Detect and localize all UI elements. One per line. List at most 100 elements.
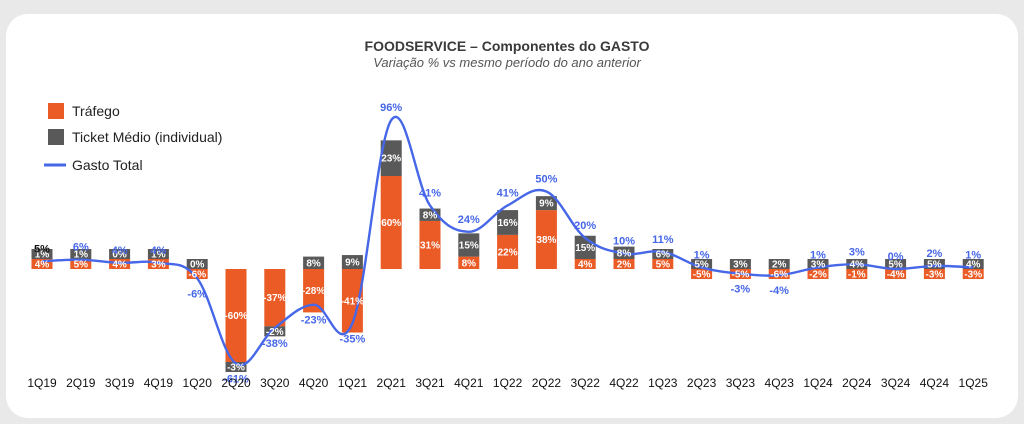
- legend-label-trafego: Tráfego: [72, 103, 120, 119]
- bar-trafego-3Q21: [419, 220, 441, 269]
- gasto-label-3Q22: 20%: [574, 220, 596, 232]
- bar-trafego-1Q25: [962, 269, 984, 279]
- x-tick-1Q23: 1Q23: [648, 376, 678, 390]
- bar-ticket-1Q23: [652, 249, 674, 259]
- bar-ticket-2Q22-label: 9%: [539, 199, 554, 210]
- bar-ticket-1Q19: [31, 249, 53, 259]
- bar-ticket-1Q19-label: 1%: [35, 250, 50, 261]
- x-tick-3Q19: 3Q19: [105, 376, 135, 390]
- gasto-label-2Q22: 50%: [535, 174, 557, 186]
- legend: Tráfego Ticket Médio (individual) Gasto …: [44, 103, 222, 173]
- gasto-label-3Q23: -3%: [731, 284, 751, 296]
- gasto-label-1Q19: 5%: [34, 243, 50, 255]
- bar-ticket-1Q22: [497, 210, 519, 235]
- bar-ticket-2Q24-label: 4%: [850, 260, 865, 271]
- gasto-label-3Q24: 0%: [888, 251, 904, 263]
- bar-trafego-1Q21-label: -41%: [341, 296, 364, 307]
- x-tick-1Q21: 1Q21: [338, 376, 368, 390]
- bar-trafego-1Q20: [186, 269, 208, 279]
- bar-trafego-1Q22: [497, 234, 519, 269]
- gasto-label-2Q20: -61%: [223, 374, 249, 386]
- bar-trafego-2Q19-label: 5%: [74, 260, 89, 271]
- bar-trafego-2Q19: [70, 259, 92, 269]
- x-tick-4Q19: 4Q19: [144, 376, 174, 390]
- bar-ticket-3Q23: [729, 259, 751, 269]
- bar-trafego-4Q20: [303, 269, 325, 313]
- bar-ticket-1Q24: [807, 259, 829, 269]
- x-tick-3Q21: 3Q21: [415, 376, 445, 390]
- bar-trafego-2Q21-label: 60%: [381, 218, 401, 229]
- bar-trafego-1Q22-label: 22%: [498, 247, 518, 258]
- bar-ticket-2Q20: [225, 362, 247, 372]
- bar-ticket-4Q19: [147, 249, 169, 259]
- gasto-label-1Q20: -6%: [187, 288, 207, 300]
- x-tick-2Q19: 2Q19: [66, 376, 96, 390]
- gasto-label-1Q22: 41%: [497, 187, 519, 199]
- gasto-label-2Q24: 3%: [849, 246, 865, 258]
- bar-trafego-1Q20-label: -6%: [188, 270, 206, 281]
- x-tick-4Q20: 4Q20: [299, 376, 329, 390]
- legend-label-ticket: Ticket Médio (individual): [72, 129, 222, 145]
- bar-ticket-1Q21-label: 9%: [345, 258, 360, 269]
- bar-trafego-1Q19-label: 4%: [35, 260, 50, 271]
- bar-trafego-1Q24: [807, 269, 829, 279]
- bar-trafego-2Q20: [225, 269, 247, 362]
- bar-ticket-3Q19-label: 0%: [112, 250, 127, 261]
- bar-trafego-2Q24-label: -1%: [848, 270, 866, 281]
- bar-trafego-1Q21: [341, 269, 363, 333]
- bar-ticket-1Q20: [186, 259, 208, 269]
- bar-ticket-2Q23-label: 5%: [694, 260, 709, 271]
- gasto-label-1Q25: 1%: [965, 249, 981, 261]
- bar-trafego-4Q21: [458, 256, 480, 269]
- x-tick-4Q21: 4Q21: [454, 376, 484, 390]
- bar-ticket-4Q21-label: 15%: [459, 240, 479, 251]
- bar-trafego-2Q24: [846, 269, 868, 279]
- gasto-label-3Q19: 4%: [112, 245, 128, 257]
- bar-ticket-1Q20-label: 0%: [190, 260, 205, 271]
- bar-trafego-2Q22-label: 38%: [536, 235, 556, 246]
- x-tick-3Q22: 3Q22: [571, 376, 601, 390]
- bar-ticket-1Q25-label: 4%: [966, 260, 981, 271]
- chart-subtitle: Variação % vs mesmo período do ano anter…: [373, 55, 641, 70]
- legend-swatch-ticket: [48, 129, 64, 145]
- gasto-label-4Q22: 10%: [613, 236, 635, 248]
- x-tick-2Q22: 2Q22: [532, 376, 562, 390]
- gasto-label-1Q23: 11%: [652, 234, 674, 246]
- bar-ticket-3Q19: [109, 249, 131, 259]
- bar-trafego-3Q22-label: 4%: [578, 260, 593, 271]
- bar-ticket-4Q20: [303, 256, 325, 269]
- bar-ticket-2Q21-label: 23%: [381, 154, 401, 165]
- gasto-label-3Q21: 41%: [419, 187, 441, 199]
- gasto-label-4Q24: 2%: [926, 248, 942, 260]
- x-tick-4Q24: 4Q24: [920, 376, 950, 390]
- x-tick-2Q20: 2Q20: [221, 376, 251, 390]
- bar-trafego-4Q20-label: -28%: [302, 286, 325, 297]
- bar-trafego-4Q22-label: 2%: [617, 260, 632, 271]
- x-tick-1Q25: 1Q25: [959, 376, 989, 390]
- bar-trafego-3Q20-label: -37%: [263, 293, 286, 304]
- legend-swatch-trafego: [48, 103, 64, 119]
- x-tick-2Q24: 2Q24: [842, 376, 872, 390]
- x-tick-3Q24: 3Q24: [881, 376, 911, 390]
- bar-trafego-3Q24-label: -4%: [887, 270, 905, 281]
- bar-trafego-2Q23-label: -5%: [693, 270, 711, 281]
- chart-title: FOODSERVICE – Componentes do GASTO: [365, 38, 650, 54]
- bar-ticket-4Q24-label: 5%: [927, 260, 942, 271]
- bar-trafego-4Q21-label: 8%: [462, 258, 477, 269]
- gasto-label-2Q23: 1%: [694, 249, 710, 261]
- x-tick-1Q24: 1Q24: [803, 376, 833, 390]
- bar-trafego-4Q19-label: 3%: [151, 260, 166, 271]
- gasto-label-3Q20: -38%: [262, 338, 288, 350]
- bar-ticket-2Q20-label: -3%: [227, 363, 245, 374]
- bar-ticket-3Q21-label: 8%: [423, 210, 438, 221]
- gasto-label-4Q23: -4%: [769, 285, 789, 297]
- bar-ticket-1Q25: [962, 259, 984, 269]
- gasto-label-4Q20: -23%: [301, 315, 327, 327]
- bar-ticket-3Q24: [885, 259, 907, 269]
- gasto-label-4Q19: 4%: [150, 245, 166, 257]
- gasto-label-1Q24: 1%: [810, 249, 826, 261]
- bar-ticket-1Q22-label: 16%: [498, 218, 518, 229]
- bar-ticket-3Q24-label: 5%: [888, 260, 903, 271]
- bar-trafego-3Q22: [574, 259, 596, 269]
